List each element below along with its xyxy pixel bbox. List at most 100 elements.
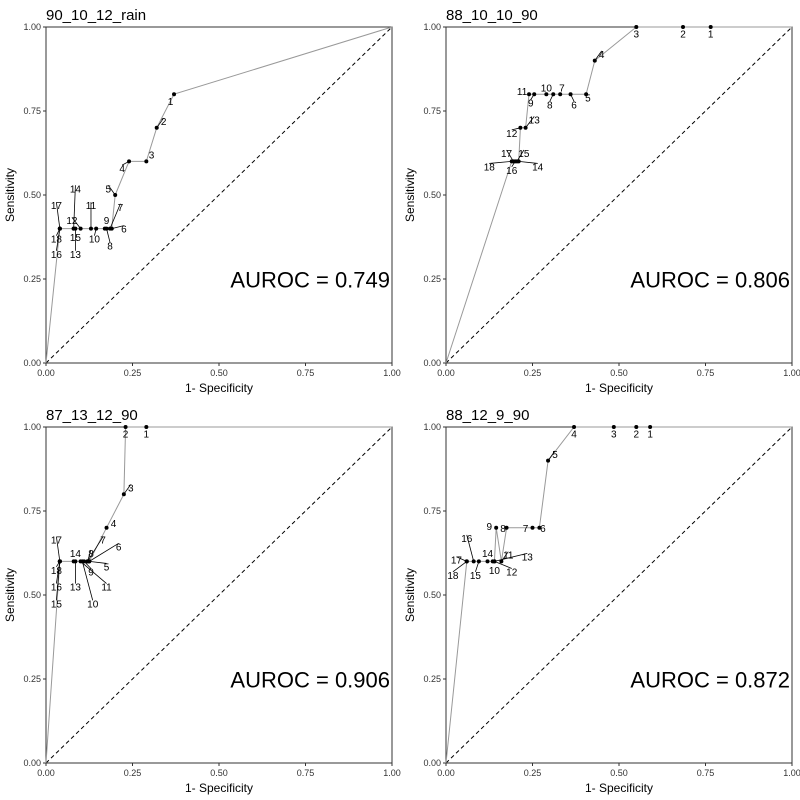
roc-point: [471, 559, 476, 564]
roc-point: [94, 226, 99, 231]
roc-point: [144, 425, 149, 429]
roc-point: [144, 159, 149, 164]
roc-point: [499, 559, 504, 564]
label-leader-line: [87, 536, 104, 562]
point-label: 7: [118, 203, 124, 214]
roc-point: [611, 425, 616, 429]
point-label: 13: [70, 250, 82, 261]
point-label: 14: [482, 549, 494, 560]
x-tick-label: 1.00: [383, 768, 401, 778]
reference-diagonal: [45, 426, 393, 764]
x-tick-label: 1.00: [783, 368, 800, 378]
y-tick-label: 1.00: [423, 22, 441, 32]
label-leader-line: [109, 203, 121, 229]
x-tick-label: 0.00: [37, 768, 55, 778]
point-label: 5: [552, 450, 558, 461]
point-label: 8: [500, 524, 506, 535]
label-leader-line: [452, 561, 468, 573]
y-tick-label: 0.50: [23, 590, 41, 600]
auroc-annotation: AUROC = 0.906: [230, 667, 390, 692]
y-axis-title: Sensitivity: [403, 568, 417, 622]
point-label: 14: [70, 549, 82, 560]
x-tick-label: 1.00: [383, 368, 401, 378]
x-tick-label: 0.75: [697, 768, 715, 778]
point-label: 1: [647, 430, 653, 441]
point-label: 9: [104, 216, 110, 227]
label-leader-line: [81, 561, 94, 601]
x-tick-label: 0.00: [437, 368, 455, 378]
x-tick-label: 0.50: [210, 368, 228, 378]
point-label: 2: [161, 117, 167, 128]
x-tick-label: 0.00: [437, 768, 455, 778]
y-tick-label: 0.50: [423, 590, 441, 600]
x-tick-label: 0.75: [297, 368, 315, 378]
reference-diagonal: [45, 26, 393, 364]
y-tick-label: 0.25: [23, 674, 41, 684]
label-leader-line: [518, 161, 538, 164]
point-label: 11: [503, 551, 514, 562]
point-label: 7: [100, 536, 106, 547]
y-tick-label: 0.50: [23, 190, 41, 200]
roc-point: [504, 525, 509, 530]
x-tick-label: 1.00: [783, 768, 800, 778]
roc-point: [527, 92, 532, 97]
y-tick-label: 0.75: [23, 106, 41, 116]
label-leader-line: [89, 561, 107, 564]
x-tick-label: 0.50: [610, 368, 628, 378]
point-label: 6: [121, 225, 127, 236]
point-label: 2: [634, 430, 640, 441]
y-tick-label: 0.00: [23, 758, 41, 768]
point-label: 6: [116, 542, 122, 553]
point-label: 10: [87, 599, 99, 610]
roc-point: [592, 58, 597, 63]
label-leader-line: [89, 542, 119, 562]
x-axis-title: 1- Specificity: [185, 381, 253, 395]
label-leader-line: [106, 228, 111, 243]
roc-point: [648, 425, 653, 429]
point-label: 4: [599, 50, 605, 61]
label-leader-line: [55, 561, 61, 584]
point-label: 16: [51, 583, 63, 594]
label-leader-line: [55, 228, 61, 251]
x-tick-label: 0.25: [524, 368, 542, 378]
point-label: 11: [86, 201, 97, 212]
roc-panel-2: 88_10_10_90 0.000.00 0.25 0.25 0.50 0.50 0.75 0…: [403, 7, 800, 395]
point-label: 17: [51, 201, 63, 212]
point-label: 8: [88, 549, 94, 560]
roc-point: [708, 25, 713, 29]
label-leader-line: [80, 561, 107, 584]
point-label: 2: [680, 30, 686, 41]
point-label: 4: [111, 519, 117, 530]
x-tick-label: 0.25: [124, 368, 142, 378]
point-label: 3: [611, 430, 617, 441]
point-label: 9: [528, 99, 534, 110]
point-label: 3: [149, 151, 155, 162]
roc-point: [568, 92, 573, 97]
y-tick-label: 1.00: [423, 422, 441, 432]
point-label: 1: [168, 97, 174, 108]
auroc-annotation: AUROC = 0.749: [230, 267, 390, 292]
point-label: 17: [51, 536, 63, 547]
label-leader-line: [71, 216, 81, 229]
point-label: 6: [540, 524, 546, 535]
auroc-annotation: AUROC = 0.806: [630, 267, 790, 292]
label-leader-line: [111, 225, 124, 229]
point-label: 4: [119, 164, 125, 175]
roc-point: [558, 92, 563, 97]
point-label: 1: [708, 30, 714, 41]
point-label: 15: [470, 571, 482, 582]
point-label: 2: [123, 430, 129, 441]
label-leader-line: [494, 552, 528, 562]
roc-point: [78, 226, 83, 231]
label-leader-line: [516, 149, 525, 162]
point-label: 16: [51, 250, 63, 261]
y-tick-label: 0.75: [423, 506, 441, 516]
roc-point: [681, 25, 686, 29]
y-tick-label: 0.50: [423, 190, 441, 200]
point-label: 5: [104, 562, 110, 573]
roc-point: [71, 559, 76, 564]
point-label: 10: [89, 235, 101, 246]
x-axis-title: 1- Specificity: [185, 781, 253, 795]
y-tick-label: 1.00: [23, 422, 41, 432]
label-leader-line: [55, 561, 61, 601]
